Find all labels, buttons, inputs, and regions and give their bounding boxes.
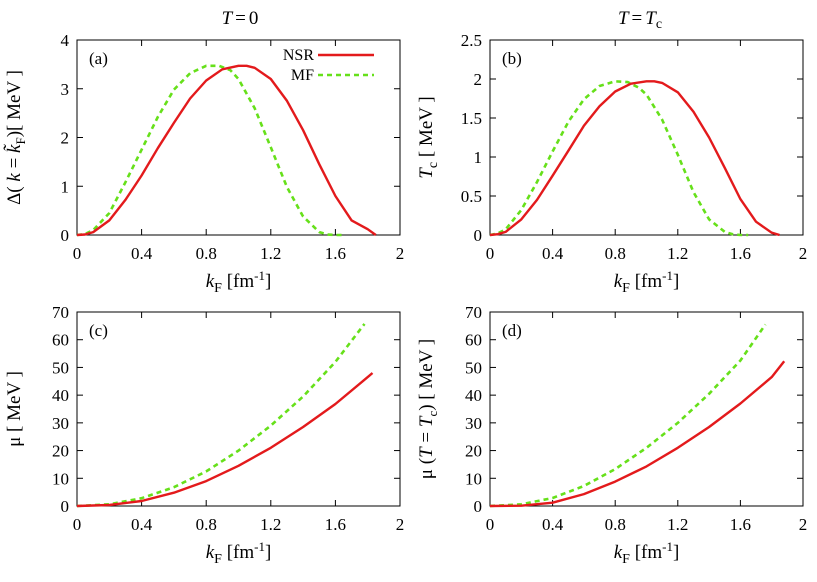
ylabel-c: μ [ MeV ] [4, 371, 25, 447]
x-tick-label-a: 1.6 [325, 244, 346, 263]
x-tick-label-a: 0 [73, 244, 82, 263]
y-tick-label-d: 70 [465, 303, 482, 322]
y-tick-label-b: 2 [474, 70, 483, 89]
y-tick-label-b: 1.5 [461, 109, 482, 128]
y-tick-label-b: 1 [474, 148, 483, 167]
y-tick-label-d: 60 [465, 331, 482, 350]
x-tick-label-c: 0 [73, 515, 82, 534]
x-tick-label-c: 1.2 [260, 515, 281, 534]
y-tick-label-a: 0 [61, 226, 70, 245]
x-tick-label-d: 1.6 [730, 515, 751, 534]
panel-tag-c: (c) [89, 321, 108, 340]
x-tick-label-c: 2 [396, 515, 405, 534]
y-tick-label-c: 50 [52, 358, 69, 377]
x-tick-label-c: 1.6 [325, 515, 346, 534]
panel-tag-a: (a) [89, 49, 108, 68]
panel-tag-b: (b) [502, 49, 522, 68]
x-tick-label-b: 0 [486, 244, 495, 263]
x-tick-label-a: 0.4 [131, 244, 153, 263]
y-tick-label-b: 2.5 [461, 31, 482, 50]
y-tick-label-d: 30 [465, 414, 482, 433]
plot-frame-c [76, 311, 401, 507]
column-title-left: T = 0 [222, 8, 259, 29]
plot-frame-a [76, 39, 401, 236]
x-tick-label-d: 1.2 [667, 515, 688, 534]
panel-tag-d: (d) [502, 321, 522, 340]
plot-frame-d [489, 311, 804, 507]
y-tick-label-d: 0 [474, 497, 483, 516]
xlabel-a: kF [fm-1] [206, 268, 272, 296]
series-line-mf-a [76, 64, 344, 237]
x-tick-label-c: 0.4 [131, 515, 153, 534]
x-tick-label-a: 0.8 [196, 244, 217, 263]
series-line-mf-b [489, 80, 749, 237]
x-tick-label-b: 0.8 [605, 244, 626, 263]
x-tick-label-d: 0.4 [542, 515, 564, 534]
x-tick-label-d: 0 [486, 515, 495, 534]
x-tick-label-d: 0.8 [605, 515, 626, 534]
ylabel-b: Tc [ MeV ] [416, 96, 441, 178]
y-tick-label-b: 0 [474, 226, 483, 245]
x-tick-label-a: 2 [396, 244, 405, 263]
y-tick-label-c: 30 [52, 414, 69, 433]
y-tick-label-d: 40 [465, 386, 482, 405]
plot-frame-b [489, 39, 804, 236]
y-tick-label-c: 60 [52, 331, 69, 350]
y-tick-label-d: 10 [465, 469, 482, 488]
x-tick-label-d: 2 [799, 515, 808, 534]
x-tick-label-a: 1.2 [260, 244, 281, 263]
xlabel-b: kF [fm-1] [614, 268, 680, 296]
y-tick-label-c: 0 [61, 497, 70, 516]
y-tick-label-d: 20 [465, 442, 482, 461]
ylabel-d: μ (T = Tc) [ MeV ] [416, 339, 440, 479]
y-tick-label-a: 1 [61, 177, 70, 196]
y-tick-label-c: 40 [52, 386, 69, 405]
x-tick-label-b: 2 [799, 244, 808, 263]
y-tick-label-c: 70 [52, 303, 69, 322]
ylabel-a: Δ( k = k̃F)[ MeV ] [3, 70, 28, 205]
y-tick-label-c: 10 [52, 469, 69, 488]
series-line-mf-c [76, 323, 366, 508]
xlabel-c: kF [fm-1] [206, 539, 272, 567]
xlabel-d: kF [fm-1] [614, 539, 680, 567]
series-line-nsr-a [76, 64, 377, 237]
panel-a: 0 0.4 0.8 1.2 1.6 2 0 1 2 3 4 (a) kF [fm-1] Δ( k = k̃… [3, 31, 404, 296]
y-tick-label-b: 0.5 [461, 187, 482, 206]
legend-label-nsr: NSR [283, 47, 314, 64]
x-tick-label-c: 0.8 [196, 515, 217, 534]
x-tick-label-b: 1.2 [667, 244, 688, 263]
series-line-mf-d [489, 323, 767, 508]
panel-b: 0 0.4 0.8 1.2 1.6 2 0 0.5 1 1.5 2 2.5 (b) kF [fm-1] Tc… [416, 31, 807, 296]
y-tick-label-a: 3 [61, 80, 70, 99]
x-tick-label-b: 0.4 [542, 244, 564, 263]
x-tick-label-b: 1.6 [730, 244, 751, 263]
legend-label-mf: MF [291, 67, 314, 84]
y-tick-label-d: 50 [465, 358, 482, 377]
y-tick-label-c: 20 [52, 442, 69, 461]
series-line-nsr-d [489, 360, 786, 508]
y-tick-label-a: 4 [61, 31, 70, 50]
series-line-nsr-c [76, 372, 374, 508]
y-tick-label-a: 2 [61, 129, 70, 148]
column-title-right: T = Tc [618, 8, 662, 32]
series-line-nsr-b [489, 80, 780, 237]
